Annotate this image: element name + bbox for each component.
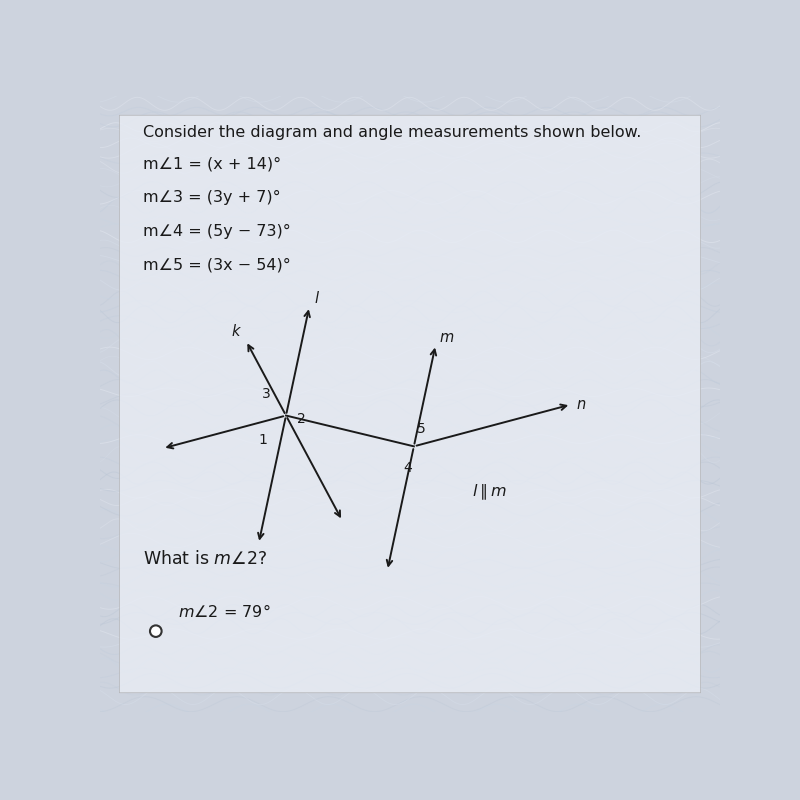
Text: m: m: [439, 330, 454, 345]
Text: 4: 4: [403, 461, 412, 475]
Text: k: k: [231, 324, 240, 339]
Text: l: l: [314, 291, 318, 306]
Circle shape: [150, 626, 162, 637]
Text: $m\angle$2 = 79°: $m\angle$2 = 79°: [178, 602, 270, 620]
Text: 5: 5: [418, 422, 426, 437]
Text: m∠4 = (5y − 73)°: m∠4 = (5y − 73)°: [142, 224, 290, 239]
Text: 1: 1: [258, 433, 267, 447]
Text: m∠1 = (x + 14)°: m∠1 = (x + 14)°: [142, 156, 281, 171]
Text: $l \parallel m$: $l \parallel m$: [472, 482, 507, 502]
Text: Consider the diagram and angle measurements shown below.: Consider the diagram and angle measureme…: [142, 126, 641, 140]
FancyBboxPatch shape: [119, 115, 701, 693]
Text: 2: 2: [297, 413, 306, 426]
Text: 3: 3: [262, 387, 270, 401]
Text: m∠3 = (3y + 7)°: m∠3 = (3y + 7)°: [142, 190, 280, 205]
Text: m∠5 = (3x − 54)°: m∠5 = (3x − 54)°: [142, 258, 290, 273]
Text: n: n: [577, 397, 586, 412]
Text: What is $m\angle$2?: What is $m\angle$2?: [142, 550, 266, 568]
